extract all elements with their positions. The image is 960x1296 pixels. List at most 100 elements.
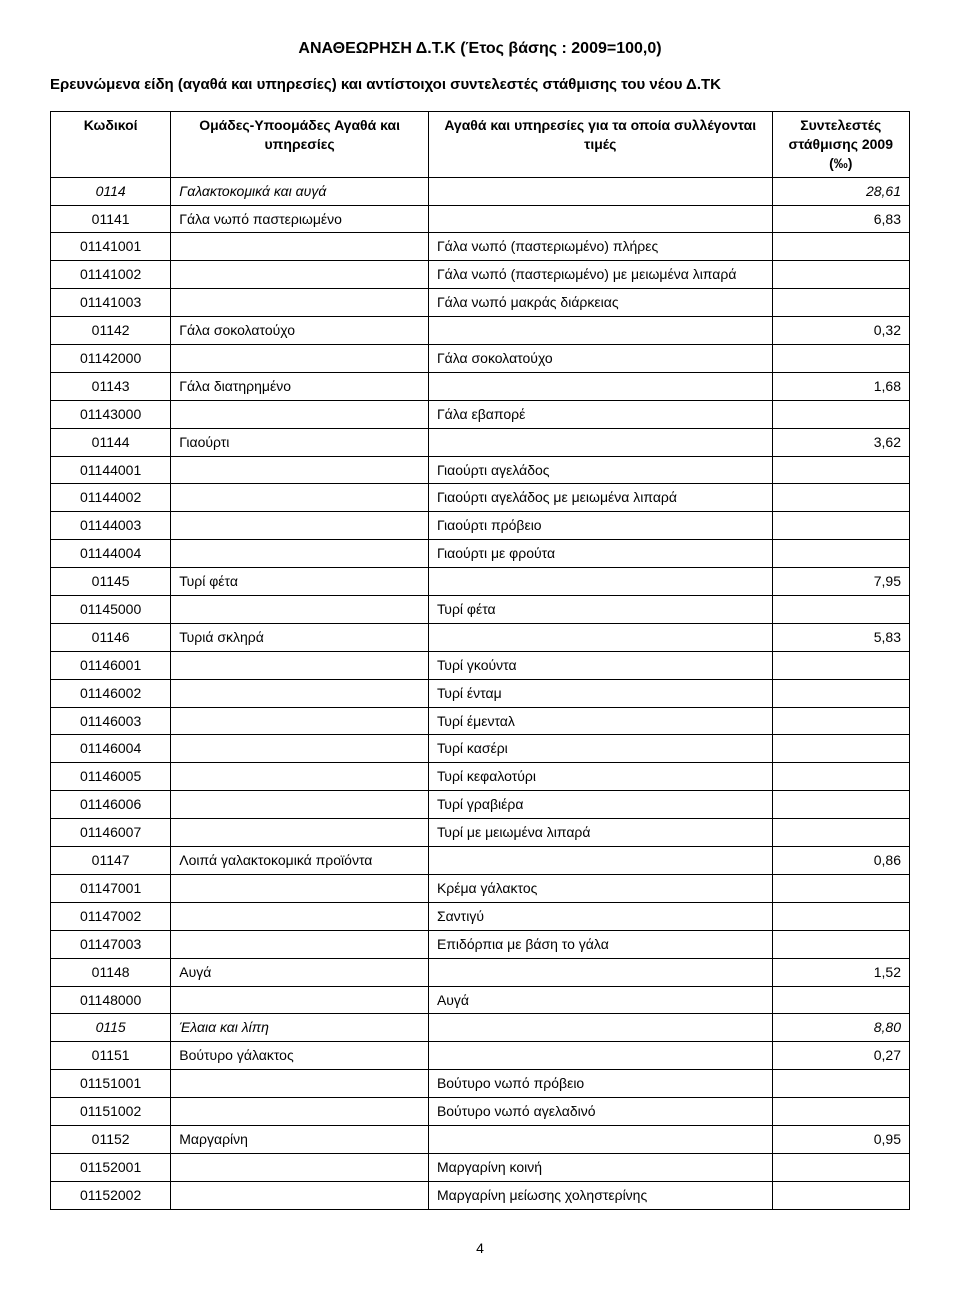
- cell-group: [171, 1181, 429, 1209]
- table-row: 01144002 Γιαούρτι αγελάδος με μειωμένα λι…: [51, 484, 910, 512]
- table-row: 01143000Γάλα εβαπορέ: [51, 400, 910, 428]
- cell-weight: [772, 651, 909, 679]
- cell-code: 01146001: [51, 651, 171, 679]
- table-row: 01141002Γάλα νωπό (παστεριωμένο) με μειω…: [51, 261, 910, 289]
- cell-code: 01144004: [51, 540, 171, 568]
- cell-weight: [772, 763, 909, 791]
- cell-group: [171, 707, 429, 735]
- cell-group: Λοιπά γαλακτοκομικά προϊόντα: [171, 847, 429, 875]
- cell-weight: [772, 1153, 909, 1181]
- cell-code: 01144002: [51, 484, 171, 512]
- cell-item: Γάλα νωπό (παστεριωμένο) πλήρες: [428, 233, 772, 261]
- cell-item: Τυρί φέτα: [428, 596, 772, 624]
- cell-weight: [772, 735, 909, 763]
- cell-group: Μαργαρίνη: [171, 1125, 429, 1153]
- cell-group: [171, 400, 429, 428]
- cell-weight: [772, 512, 909, 540]
- cell-group: [171, 1153, 429, 1181]
- table-row: 01144003Γιαούρτι πρόβειο: [51, 512, 910, 540]
- cell-weight: [772, 902, 909, 930]
- header-group: Ομάδες-Υποομάδες Αγαθά και υπηρεσίες: [171, 112, 429, 178]
- cell-code: 01146: [51, 623, 171, 651]
- cell-code: 01142000: [51, 345, 171, 373]
- table-row: 01146Τυριά σκληρά5,83: [51, 623, 910, 651]
- cell-code: 01141: [51, 205, 171, 233]
- cell-code: 01146004: [51, 735, 171, 763]
- table-row: 0115Έλαια και λίπη8,80: [51, 1014, 910, 1042]
- table-row: 01147002 Σαντιγύ: [51, 902, 910, 930]
- cell-code: 01141002: [51, 261, 171, 289]
- cell-item: Μαργαρίνη κοινή: [428, 1153, 772, 1181]
- cell-weight: [772, 261, 909, 289]
- cell-code: 01145000: [51, 596, 171, 624]
- cell-item: Τυρί με μειωμένα λιπαρά: [428, 819, 772, 847]
- cell-group: [171, 1098, 429, 1126]
- cell-code: 01141003: [51, 289, 171, 317]
- cell-code: 01143000: [51, 400, 171, 428]
- cell-item: [428, 1014, 772, 1042]
- data-table: Κωδικοί Ομάδες-Υποομάδες Αγαθά και υπηρε…: [50, 111, 910, 1210]
- cell-code: 0114: [51, 177, 171, 205]
- cell-item: Επιδόρπια με βάση το γάλα: [428, 930, 772, 958]
- cell-group: Τυρί φέτα: [171, 568, 429, 596]
- cell-group: [171, 456, 429, 484]
- cell-weight: [772, 819, 909, 847]
- cell-code: 01146007: [51, 819, 171, 847]
- table-row: 01152Μαργαρίνη0,95: [51, 1125, 910, 1153]
- cell-group: [171, 735, 429, 763]
- cell-group: [171, 233, 429, 261]
- table-row: 01147001 Κρέμα γάλακτος: [51, 874, 910, 902]
- cell-item: [428, 177, 772, 205]
- cell-group: [171, 819, 429, 847]
- header-code: Κωδικοί: [51, 112, 171, 178]
- cell-item: Κρέμα γάλακτος: [428, 874, 772, 902]
- cell-item: Γιαούρτι αγελάδος: [428, 456, 772, 484]
- table-row: 01147Λοιπά γαλακτοκομικά προϊόντα0,86: [51, 847, 910, 875]
- cell-item: [428, 372, 772, 400]
- cell-group: [171, 540, 429, 568]
- cell-weight: [772, 345, 909, 373]
- cell-item: Βούτυρο νωπό αγελαδινό: [428, 1098, 772, 1126]
- table-row: 01145000 Τυρί φέτα: [51, 596, 910, 624]
- table-row: 01146003 Τυρί έμενταλ: [51, 707, 910, 735]
- header-weight: Συντελεστές στάθμισης 2009 (‰): [772, 112, 909, 178]
- cell-code: 01146002: [51, 679, 171, 707]
- cell-weight: [772, 791, 909, 819]
- table-row: 01146001Τυρί γκούντα: [51, 651, 910, 679]
- cell-code: 01152: [51, 1125, 171, 1153]
- cell-weight: 1,68: [772, 372, 909, 400]
- cell-code: 01147002: [51, 902, 171, 930]
- cell-code: 0115: [51, 1014, 171, 1042]
- cell-group: Αυγά: [171, 958, 429, 986]
- table-row: 01142Γάλα σοκολατούχο0,32: [51, 317, 910, 345]
- cell-group: [171, 289, 429, 317]
- cell-group: [171, 651, 429, 679]
- table-row: 01146007 Τυρί με μειωμένα λιπαρά: [51, 819, 910, 847]
- cell-item: Γιαούρτι αγελάδος με μειωμένα λιπαρά: [428, 484, 772, 512]
- cell-code: 01152001: [51, 1153, 171, 1181]
- cell-code: 01146003: [51, 707, 171, 735]
- table-row: 01145Τυρί φέτα7,95: [51, 568, 910, 596]
- cell-item: [428, 1042, 772, 1070]
- cell-item: Σαντιγύ: [428, 902, 772, 930]
- cell-item: Γάλα νωπό μακράς διάρκειας: [428, 289, 772, 317]
- table-row: 01141001Γάλα νωπό (παστεριωμένο) πλήρες: [51, 233, 910, 261]
- cell-group: [171, 484, 429, 512]
- cell-item: [428, 1125, 772, 1153]
- cell-code: 01151002: [51, 1098, 171, 1126]
- table-row: 01141Γάλα νωπό παστεριωμένο6,83: [51, 205, 910, 233]
- cell-code: 01144001: [51, 456, 171, 484]
- cell-code: 01144003: [51, 512, 171, 540]
- cell-item: Τυρί κασέρι: [428, 735, 772, 763]
- cell-code: 01151: [51, 1042, 171, 1070]
- cell-item: [428, 205, 772, 233]
- cell-code: 01147003: [51, 930, 171, 958]
- cell-item: Τυρί γραβιέρα: [428, 791, 772, 819]
- cell-item: Τυρί έμενταλ: [428, 707, 772, 735]
- cell-code: 01147001: [51, 874, 171, 902]
- cell-item: Τυρί κεφαλοτύρι: [428, 763, 772, 791]
- table-row: 01144001 Γιαούρτι αγελάδος: [51, 456, 910, 484]
- cell-item: Αυγά: [428, 986, 772, 1014]
- cell-weight: [772, 874, 909, 902]
- cell-group: [171, 791, 429, 819]
